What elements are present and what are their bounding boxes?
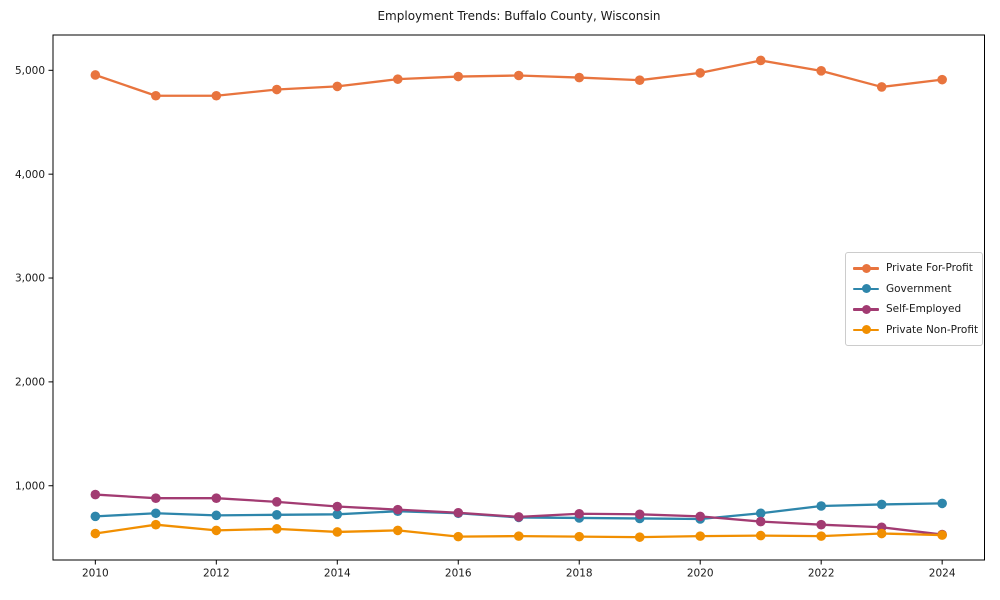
- data-point-government: [272, 510, 282, 520]
- data-point-government: [755, 508, 766, 519]
- data-point-self-employed: [695, 511, 706, 522]
- legend: Private For-Profit Government Self-Employe…: [845, 252, 983, 346]
- x-tick-label: 2020: [687, 568, 714, 580]
- data-point-self-employed: [816, 519, 826, 530]
- data-point-government: [211, 510, 222, 521]
- legend-marker-government-icon: [853, 284, 879, 294]
- chart-title: Employment Trends: Buffalo County, Wisco…: [377, 9, 661, 23]
- data-point-self-employed: [332, 501, 343, 512]
- y-tick-label: 1,000: [15, 480, 45, 492]
- plot-frame: [52, 34, 985, 561]
- data-point-self-employed: [453, 507, 464, 518]
- data-point-private-for-profit: [90, 70, 101, 80]
- legend-item-self-employed: Self-Employed: [853, 299, 974, 320]
- data-point-private-for-profit: [634, 75, 645, 85]
- data-point-private-for-profit: [332, 81, 343, 92]
- data-point-private-for-profit: [695, 68, 706, 78]
- x-tick-label: 2012: [203, 568, 230, 580]
- legend-dot: [861, 263, 871, 273]
- data-point-private-for-profit: [513, 70, 524, 81]
- data-point-private-for-profit: [937, 74, 947, 85]
- legend-dot: [861, 284, 871, 294]
- data-point-government: [816, 501, 826, 511]
- data-point-self-employed: [151, 493, 161, 504]
- data-point-self-employed: [574, 508, 585, 519]
- data-point-private-non-profit: [513, 531, 524, 541]
- data-point-government: [90, 511, 101, 522]
- x-tick-label: 2014: [324, 568, 351, 580]
- legend-item-private-non-profit: Private Non-Profit: [853, 320, 978, 341]
- legend-label: Private Non-Profit: [886, 323, 979, 336]
- legend-item-private-for-profit: Private For-Profit: [853, 258, 974, 279]
- legend-label: Self-Employed: [886, 303, 962, 316]
- x-tick-label: 2024: [929, 568, 956, 580]
- data-point-private-for-profit: [755, 55, 766, 66]
- data-point-self-employed: [634, 509, 645, 520]
- data-point-private-for-profit: [876, 82, 887, 92]
- data-point-government: [937, 498, 947, 509]
- data-point-private-non-profit: [695, 531, 706, 541]
- data-point-self-employed: [392, 504, 403, 515]
- legend-marker-private-non-profit-icon: [853, 325, 879, 335]
- y-tick-label: 5,000: [15, 65, 45, 77]
- data-point-private-non-profit: [90, 528, 101, 539]
- data-point-private-non-profit: [151, 519, 161, 530]
- data-point-private-non-profit: [332, 527, 343, 537]
- data-point-private-non-profit: [816, 531, 826, 541]
- data-point-private-for-profit: [272, 84, 282, 95]
- x-tick-label: 2018: [566, 568, 593, 580]
- y-tick-label: 4,000: [15, 169, 45, 181]
- data-point-private-for-profit: [151, 90, 161, 101]
- data-point-private-non-profit: [755, 530, 766, 541]
- legend-label: Government: [886, 282, 952, 295]
- data-point-private-for-profit: [392, 74, 403, 84]
- data-point-private-non-profit: [937, 530, 947, 540]
- y-tick-label: 3,000: [15, 273, 45, 285]
- data-point-self-employed: [513, 512, 524, 522]
- legend-label: Private For-Profit: [886, 262, 973, 275]
- data-point-private-non-profit: [876, 528, 887, 539]
- data-point-self-employed: [272, 497, 282, 507]
- legend-item-government: Government: [853, 279, 974, 300]
- legend-dot: [861, 325, 871, 335]
- data-point-private-for-profit: [211, 90, 222, 101]
- data-point-private-for-profit: [453, 71, 464, 82]
- data-point-self-employed: [90, 489, 101, 500]
- x-tick-label: 2022: [808, 568, 835, 580]
- data-point-private-non-profit: [574, 531, 585, 542]
- data-point-private-non-profit: [211, 525, 222, 536]
- data-point-private-non-profit: [392, 525, 403, 536]
- data-point-government: [332, 509, 343, 520]
- data-point-private-non-profit: [453, 531, 464, 542]
- legend-marker-self-employed-icon: [853, 304, 879, 314]
- data-point-private-for-profit: [574, 72, 585, 83]
- data-point-private-for-profit: [816, 66, 826, 76]
- legend-marker-private-for-profit-icon: [853, 263, 879, 273]
- x-tick-label: 2016: [445, 568, 472, 580]
- data-point-private-non-profit: [272, 524, 282, 534]
- data-point-self-employed: [211, 493, 222, 504]
- x-tick-label: 2010: [82, 568, 109, 580]
- data-point-government: [876, 499, 887, 510]
- data-point-private-non-profit: [634, 532, 645, 542]
- legend-dot: [861, 304, 871, 314]
- data-point-government: [151, 508, 161, 519]
- y-tick-label: 2,000: [15, 377, 45, 389]
- data-point-self-employed: [755, 516, 766, 527]
